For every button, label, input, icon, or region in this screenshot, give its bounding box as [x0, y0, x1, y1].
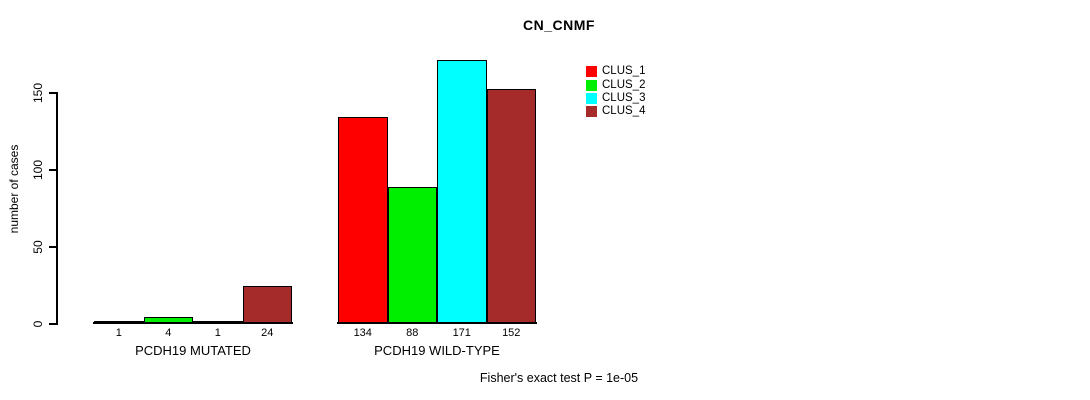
bar-value-label: 4 — [165, 327, 172, 339]
legend-item-clus_2: CLUS_2 — [586, 78, 645, 91]
x-axis-group-label: PCDH19 WILD-TYPE — [374, 343, 500, 358]
bar-clus_3-1 — [193, 321, 243, 324]
bar-value-label: 1 — [214, 327, 221, 339]
y-axis-line — [56, 92, 58, 325]
legend-item-clus_1: CLUS_1 — [586, 65, 645, 78]
bar-value-label: 134 — [353, 327, 372, 339]
chart-title: CN_CNMF — [523, 17, 595, 33]
legend-label: CLUS_1 — [602, 65, 646, 78]
y-axis-tick — [49, 323, 56, 325]
legend-swatch-icon — [586, 106, 597, 118]
bar-clus_2-1 — [143, 316, 193, 323]
legend-label: CLUS_2 — [602, 78, 646, 91]
y-axis-tick — [49, 246, 56, 248]
y-axis-tick-label: 50 — [31, 240, 45, 254]
fisher-test-annotation: Fisher's exact test P = 1e-05 — [479, 371, 639, 385]
x-axis-group-label: PCDH19 MUTATED — [135, 343, 251, 358]
bar-value-label: 152 — [502, 327, 521, 339]
group-baseline — [337, 322, 537, 324]
y-axis-tick — [49, 169, 56, 171]
bar-value-label: 1 — [115, 327, 122, 339]
legend-item-clus_3: CLUS_3 — [586, 92, 645, 105]
legend-label: CLUS_4 — [602, 105, 646, 118]
legend: CLUS_1 CLUS_2 CLUS_3 CLUS_4 — [586, 65, 645, 118]
bar-clus_4-2 — [486, 88, 536, 323]
legend-swatch-icon — [586, 79, 597, 91]
y-axis-tick — [49, 92, 56, 94]
bar-value-label: 24 — [261, 327, 274, 339]
y-axis-tick-label: 100 — [31, 159, 45, 181]
y-axis-title: number of cases — [7, 144, 21, 234]
y-axis-tick-label: 150 — [31, 82, 45, 104]
bar-value-label: 171 — [452, 327, 471, 339]
y-axis-tick-label: 0 — [31, 320, 45, 328]
legend-swatch-icon — [586, 66, 597, 78]
legend-item-clus_4: CLUS_4 — [586, 105, 645, 118]
bar-value-label: 88 — [406, 327, 419, 339]
bar-clus_3-2 — [437, 59, 487, 323]
legend-swatch-icon — [586, 92, 597, 104]
bar-clus_2-2 — [387, 187, 437, 323]
bar-clus_1-1 — [94, 321, 144, 324]
legend-label: CLUS_3 — [602, 91, 646, 104]
bar-clus_4-1 — [242, 286, 292, 323]
bar-clus_1-2 — [338, 116, 388, 323]
